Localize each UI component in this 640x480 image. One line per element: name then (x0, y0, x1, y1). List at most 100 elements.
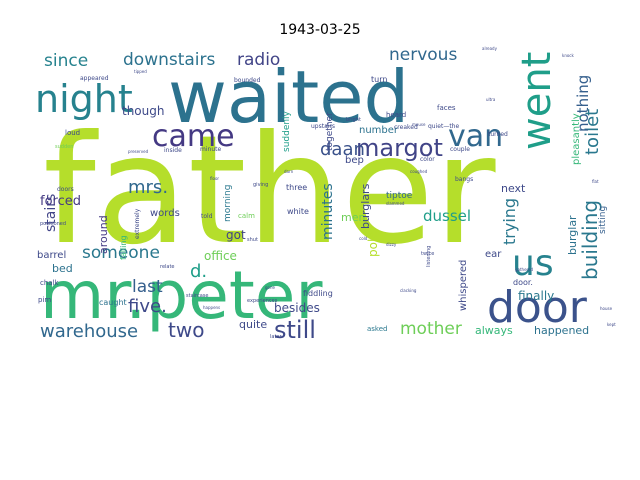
word-men: men (341, 211, 365, 224)
word-slammed: slammed (386, 201, 405, 206)
word-gathered: gathered (515, 267, 534, 272)
word-night: night (35, 77, 133, 121)
word-came: came (152, 119, 235, 154)
word-quite: quite (239, 318, 267, 331)
word-three: three (286, 183, 307, 192)
word-ultra: ultra (486, 97, 496, 102)
word-nothing: nothing (574, 75, 592, 132)
word-since: since (44, 51, 88, 71)
word-door: door (487, 282, 588, 333)
word-shut: shut (247, 237, 258, 243)
word-color: color (420, 156, 435, 163)
word-ear: ear (485, 249, 502, 260)
word-finally: finally (518, 289, 554, 303)
word-toilet: toilet (582, 109, 603, 155)
word-around: around (97, 215, 110, 254)
word-bep: bep (345, 155, 364, 166)
word-fiddling: fiddling (303, 289, 333, 298)
word-father: father (43, 104, 496, 278)
word-coughed: coughed (410, 169, 428, 174)
word-bed: bed (52, 262, 73, 275)
word-building: building (578, 200, 602, 280)
word-couple: couple (450, 146, 470, 153)
word-burglar: burglar (566, 215, 579, 255)
word-together: together (325, 112, 335, 151)
word-knock: knock (562, 53, 574, 58)
word-two: two (168, 318, 204, 342)
word-morning: morning (223, 185, 233, 222)
word-pole: pole (366, 231, 380, 257)
word-creaked: creaked (394, 124, 418, 131)
word-bounded: bounded (234, 77, 261, 84)
word-chalk: chalk (40, 279, 60, 287)
word-darn: darn (284, 169, 294, 174)
word-radio: radio (237, 50, 280, 70)
word-kept: kept (607, 322, 616, 327)
word-happened: happened (534, 324, 589, 337)
word-bangs: bangs (455, 176, 473, 183)
word-besides: besides (274, 301, 320, 315)
word-giving: giving (253, 182, 268, 188)
word-dizzy: dizzy (386, 242, 397, 247)
word-already: already (482, 46, 498, 51)
word-trying: trying (500, 198, 519, 245)
word-daan: daan (320, 139, 365, 160)
word-caught: caught (99, 298, 127, 307)
word-still: still (274, 316, 316, 344)
word-got: got (226, 228, 246, 242)
word-quiet-the: quiet—the (428, 123, 459, 130)
word-loud: loud (65, 129, 80, 137)
word-pleasantly: pleasantly (571, 113, 582, 165)
word-though: though (122, 104, 164, 118)
word-relate: relate (160, 264, 175, 270)
word-dussel: dussel (423, 207, 471, 225)
word-doors: doors (57, 186, 74, 193)
word-words: words (150, 208, 180, 219)
word-us: us (512, 243, 554, 284)
word-whispered: whispered (458, 260, 469, 311)
word-suddenly: suddenly (282, 110, 292, 152)
word-faces: faces (437, 104, 456, 112)
word-heard: heard (386, 111, 406, 119)
word-mrs: mrs. (128, 177, 168, 198)
word-d: d. (190, 261, 207, 282)
word-door: door. (513, 278, 533, 287)
word-sitting: sitting (598, 206, 608, 234)
word-floor: floor (210, 176, 219, 181)
word-tiptoe: tiptoe (386, 191, 413, 201)
word-preserved: preserved (128, 149, 149, 154)
word-always: always (475, 324, 513, 337)
word-someone: someone (82, 243, 160, 263)
word-flat: flat (592, 179, 599, 184)
word-stairs: stairs (43, 194, 59, 232)
word-waited: waited (168, 55, 409, 139)
word-house: house (600, 306, 613, 311)
word-number: number (359, 125, 399, 136)
word-white: white (287, 207, 309, 216)
word-listening: listening (426, 246, 432, 267)
word-extremely: extremely (134, 208, 141, 239)
word-last: last (132, 277, 163, 297)
chart-title: 1943-03-25 (279, 22, 361, 38)
word-calm: calm (238, 212, 255, 220)
word-office: office (204, 249, 237, 263)
word-mouse: mouse (412, 122, 426, 127)
word-burglars: burglars (359, 183, 372, 229)
word-nervous: nervous (389, 45, 457, 65)
word-positioned: positioned (40, 221, 66, 227)
word-tipped: tipped (134, 69, 147, 74)
word-next: next (501, 182, 526, 195)
word-happens: happens (203, 305, 220, 310)
word-minutes: minutes (320, 183, 336, 240)
word-pim: pim (38, 296, 51, 304)
word-warehouse: warehouse (40, 321, 138, 342)
word-experiences: experiences (247, 298, 278, 304)
word-margot: margot (356, 134, 443, 162)
word-staircase: staircase (186, 293, 208, 299)
word-clacking: clacking (400, 288, 417, 293)
word-minute: minute (200, 146, 221, 153)
word-sudden: sudden (55, 144, 73, 150)
word-appeared: appeared (80, 75, 109, 82)
word-told: told (201, 213, 213, 220)
